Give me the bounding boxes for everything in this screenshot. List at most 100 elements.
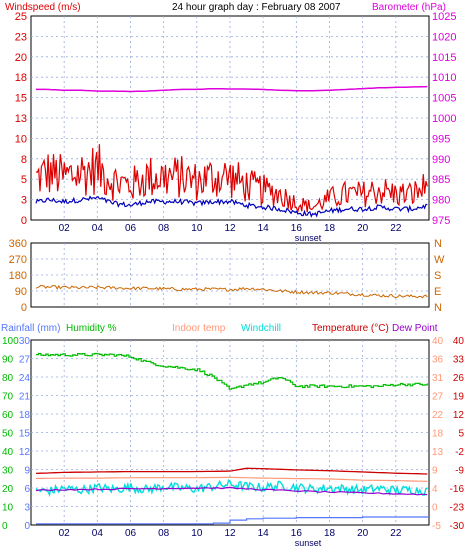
windspeed-tick-label: 3 bbox=[21, 195, 27, 207]
x-tick-label: 08 bbox=[158, 223, 170, 234]
dewpoint-tick-label: -2 bbox=[455, 447, 464, 458]
temperature-tick-label: 36 bbox=[432, 355, 444, 366]
panel3-axes: 3027242118151296301009080706050403020100… bbox=[2, 336, 464, 548]
humidity-tick-label: 30 bbox=[2, 466, 14, 477]
windspeed-tick-label: 0 bbox=[21, 215, 27, 227]
humidity-tick-label: 10 bbox=[2, 503, 14, 514]
legend-label: Indoor temp bbox=[172, 323, 226, 334]
barometer-tick-label: 975 bbox=[432, 215, 450, 227]
temperature-tick-label: -5 bbox=[432, 521, 441, 532]
dewpoint-tick-label: 33 bbox=[453, 355, 465, 366]
humidity-tick-label: 0 bbox=[2, 521, 8, 532]
barometer-tick-label: 1010 bbox=[432, 72, 456, 84]
sunset-label: sunset bbox=[295, 233, 322, 243]
humidity-tick-label: 80 bbox=[2, 373, 14, 384]
legend-label: Windchill bbox=[241, 323, 281, 334]
direction-tick-label: 90 bbox=[15, 286, 27, 298]
temperature-tick-label: 18 bbox=[432, 429, 444, 440]
x-tick-label: 16 bbox=[291, 528, 303, 539]
panel2-grid bbox=[31, 243, 429, 307]
dewpoint-tick-label: -30 bbox=[450, 521, 465, 532]
x-tick-label: 20 bbox=[357, 528, 369, 539]
rainfall-line bbox=[36, 516, 429, 525]
temperature-tick-label: 13 bbox=[432, 447, 444, 458]
dewpoint-line bbox=[35, 486, 428, 496]
rainfall-tick-label: 21 bbox=[19, 392, 31, 403]
windspeed-tick-label: 8 bbox=[21, 154, 27, 166]
panel1-axes: 2523201815131085301025102010151010100510… bbox=[15, 11, 457, 243]
humidity-tick-label: 50 bbox=[2, 429, 14, 440]
humidity-tick-label: 70 bbox=[2, 392, 14, 403]
windspeed-tick-label: 18 bbox=[15, 72, 27, 84]
temperature-line bbox=[35, 467, 428, 475]
legend-label: Temperature (°C) bbox=[312, 323, 389, 334]
rainfall-tick-label: 27 bbox=[19, 355, 31, 366]
rainfall-tick-label: 18 bbox=[19, 410, 31, 421]
windspeed-tick-label: 5 bbox=[21, 174, 27, 186]
rainfall-tick-label: 15 bbox=[19, 429, 31, 440]
humidity-tick-label: 100 bbox=[2, 336, 19, 347]
panel2-series bbox=[35, 284, 428, 299]
wind-direction-line bbox=[35, 284, 428, 299]
indoor-temp-line bbox=[35, 476, 428, 482]
humidity-tick-label: 90 bbox=[2, 355, 14, 366]
x-tick-label: 10 bbox=[191, 223, 203, 234]
x-tick-label: 22 bbox=[390, 528, 402, 539]
windspeed-tick-label: 23 bbox=[15, 31, 27, 43]
x-tick-label: 20 bbox=[357, 223, 369, 234]
humidity-line bbox=[36, 352, 428, 390]
x-tick-label: 04 bbox=[92, 223, 104, 234]
panel3-frame bbox=[30, 339, 430, 526]
dewpoint-tick-label: 26 bbox=[453, 373, 465, 384]
humidity-tick-label: 40 bbox=[2, 447, 14, 458]
x-tick-label: 14 bbox=[258, 528, 270, 539]
x-tick-label: 12 bbox=[224, 528, 236, 539]
dewpoint-tick-label: -23 bbox=[450, 503, 465, 514]
legend-label: Dew Point bbox=[392, 323, 438, 334]
rainfall-tick-label: 12 bbox=[19, 447, 31, 458]
panel3-series bbox=[35, 352, 429, 525]
barometer-tick-label: 1005 bbox=[432, 93, 456, 105]
legend-label: Rainfall (mm) bbox=[1, 323, 60, 334]
x-tick-label: 06 bbox=[125, 528, 137, 539]
barometer-tick-label: 990 bbox=[432, 154, 450, 166]
barometer-tick-label: 985 bbox=[432, 174, 450, 186]
sunset-label: sunset bbox=[295, 538, 322, 548]
x-tick-label: 14 bbox=[258, 223, 270, 234]
dewpoint-tick-label: 5 bbox=[458, 429, 464, 440]
dewpoint-tick-label: 40 bbox=[453, 336, 465, 347]
x-tick-label: 08 bbox=[158, 528, 170, 539]
direction-tick-label: 0 bbox=[21, 302, 27, 314]
temperature-tick-label: 40 bbox=[432, 336, 444, 347]
x-tick-label: 02 bbox=[59, 528, 71, 539]
windspeed-tick-label: 15 bbox=[15, 93, 27, 105]
avg-windspeed-line bbox=[35, 195, 428, 218]
temperature-tick-label: 27 bbox=[432, 392, 444, 403]
direction-tick-label: 270 bbox=[9, 254, 27, 266]
temperature-tick-label: 4 bbox=[432, 484, 438, 495]
x-tick-label: 22 bbox=[390, 223, 402, 234]
dewpoint-tick-label: 12 bbox=[453, 410, 465, 421]
legend-label: Humidity % bbox=[66, 323, 117, 334]
windspeed-tick-label: 13 bbox=[15, 113, 27, 125]
barometer-tick-label: 995 bbox=[432, 133, 450, 145]
barometer-tick-label: 1000 bbox=[432, 113, 456, 125]
dewpoint-tick-label: 19 bbox=[453, 392, 465, 403]
windspeed-tick-label: 10 bbox=[15, 133, 27, 145]
temperature-tick-label: 22 bbox=[432, 410, 444, 421]
compass-tick-label: N bbox=[434, 302, 442, 314]
temperature-tick-label: 0 bbox=[432, 503, 438, 514]
windspeed-axis-label: Windspeed (m/s) bbox=[5, 2, 81, 13]
windspeed-tick-label: 25 bbox=[15, 11, 27, 23]
panel3-legend: Rainfall (mm) Humidity % Indoor temp Windch… bbox=[1, 323, 438, 334]
rainfall-tick-label: 9 bbox=[24, 466, 30, 477]
barometer-tick-label: 980 bbox=[432, 195, 450, 207]
barometer-tick-label: 1020 bbox=[432, 31, 456, 43]
x-tick-label: 10 bbox=[191, 528, 203, 539]
humidity-tick-label: 20 bbox=[2, 484, 14, 495]
rainfall-tick-label: 30 bbox=[19, 336, 31, 347]
x-tick-label: 18 bbox=[324, 223, 336, 234]
barometer-tick-label: 1025 bbox=[432, 11, 456, 23]
